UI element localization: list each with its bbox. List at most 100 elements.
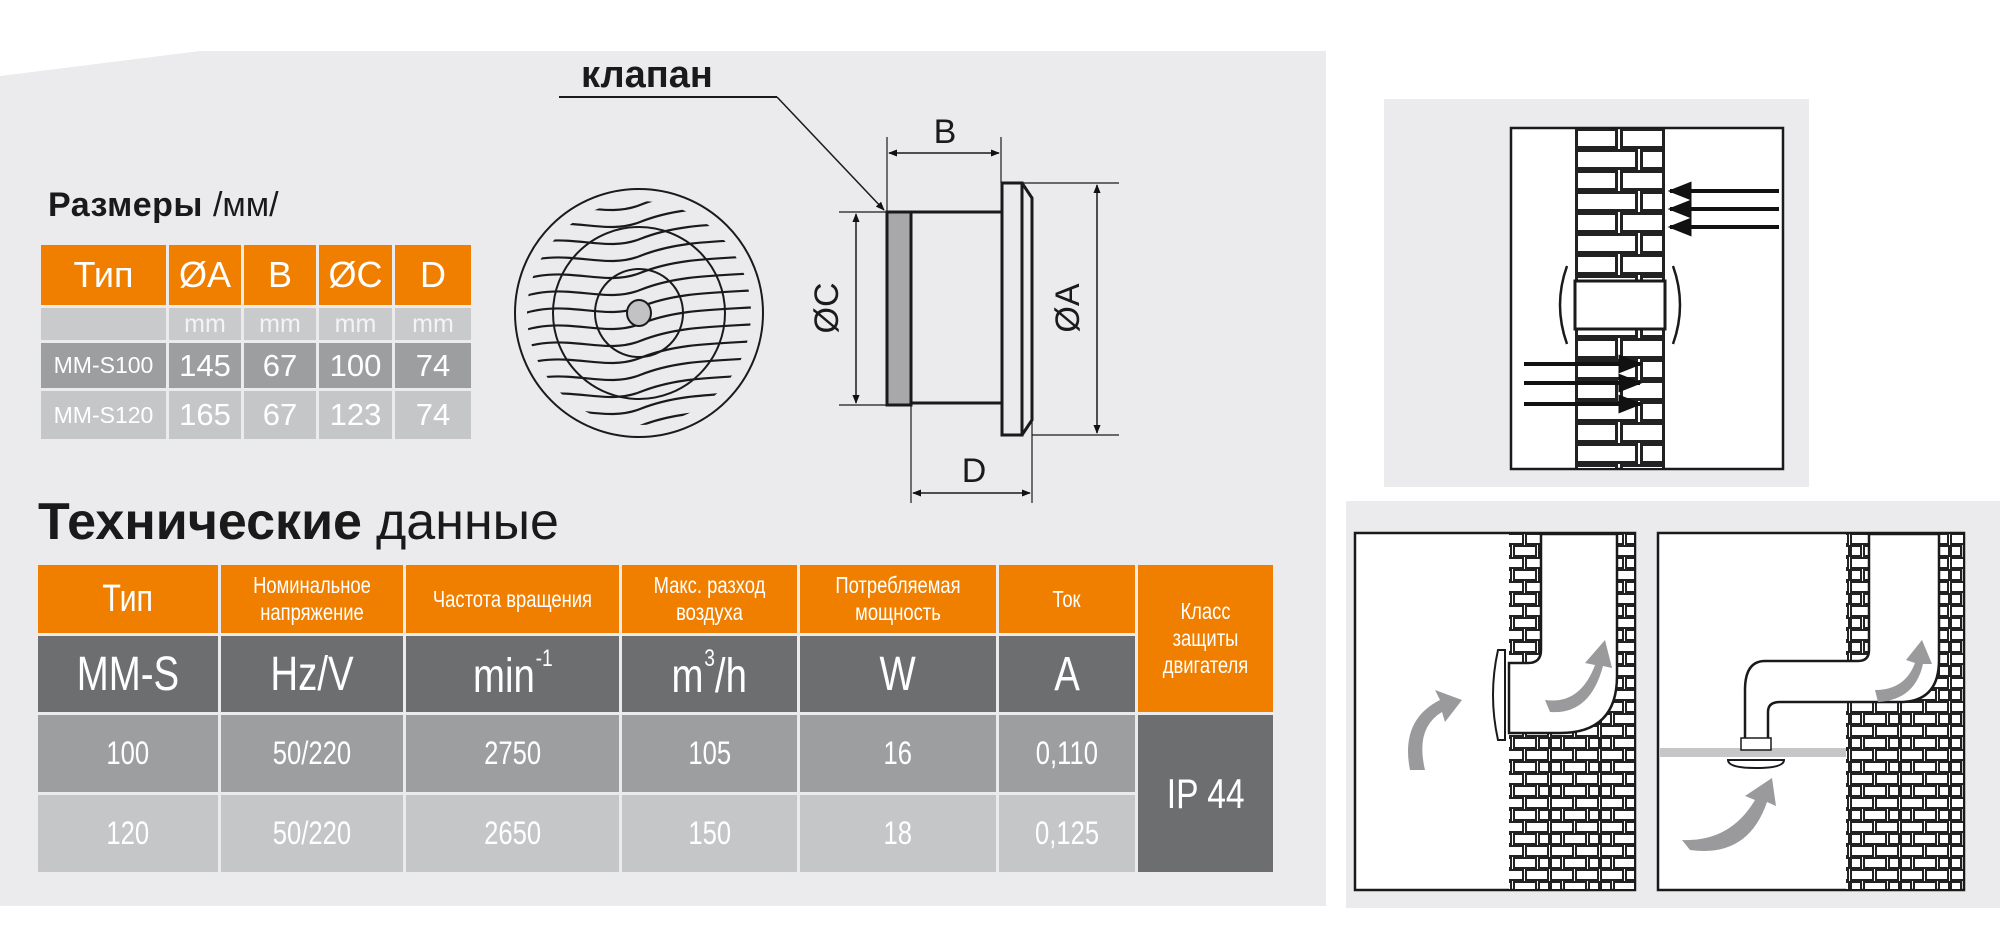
tech-row-1-current: 0,110 bbox=[999, 715, 1135, 792]
tech-row-2-airflow: 150 bbox=[622, 795, 797, 872]
tech-header-type: Тип bbox=[38, 565, 218, 633]
cell-text: 0,110 bbox=[1035, 735, 1099, 771]
unit-per-hour: /h bbox=[715, 649, 748, 703]
tech-unit-speed-text: min-1 bbox=[473, 645, 553, 704]
tech-unit-voltage-text: Hz/V bbox=[270, 647, 354, 701]
dimension-b-label: B bbox=[934, 113, 957, 151]
sizes-unit-cell bbox=[41, 308, 166, 340]
grille-line bbox=[527, 270, 751, 305]
dimension-d-label: D bbox=[962, 452, 987, 490]
sizes-table: Тип ØA B ØC D mm mm mm mm MM-S100 145 67… bbox=[41, 245, 471, 439]
grille-line bbox=[527, 253, 751, 288]
sizes-title: Размеры/мм/ bbox=[48, 186, 279, 225]
sizes-row-2-d: 74 bbox=[395, 391, 471, 439]
sizes-unit-cell: mm bbox=[319, 308, 392, 340]
sizes-header-type: Тип bbox=[41, 245, 166, 305]
sizes-row-1-a: 145 bbox=[169, 343, 241, 388]
tech-title: Технические данные bbox=[38, 492, 559, 552]
tech-unit-type: MM-S bbox=[38, 636, 218, 712]
unit-m: m bbox=[671, 649, 704, 703]
tech-header-protection: Класс защиты двигателя bbox=[1138, 565, 1273, 712]
tech-header-type-text: Тип bbox=[102, 577, 154, 620]
cell-text: 150 bbox=[688, 815, 731, 851]
cell-text: 0,125 bbox=[1034, 815, 1100, 851]
tech-unit-airflow: m3/h bbox=[622, 636, 797, 712]
grille-line bbox=[527, 406, 751, 425]
tech-unit-current: A bbox=[999, 636, 1135, 712]
tech-table: Тип Номинальное напряжение Частота враще… bbox=[38, 565, 1273, 872]
unit-min-exponent: -1 bbox=[535, 644, 553, 672]
sizes-header-b: B bbox=[244, 245, 316, 305]
sizes-header-a: ØA bbox=[169, 245, 241, 305]
duct-installation-diagrams bbox=[1346, 501, 2000, 908]
tech-header-power: Потребляемая мощность bbox=[800, 565, 996, 633]
unit-min: min bbox=[472, 649, 535, 703]
sizes-header-d: D bbox=[395, 245, 471, 305]
wall-installation-diagram bbox=[1384, 99, 1809, 487]
tech-header-protection-text: Класс защиты двигателя bbox=[1162, 598, 1249, 678]
tech-unit-type-text: MM-S bbox=[76, 647, 180, 701]
protection-class-value: IP 44 bbox=[1138, 715, 1273, 872]
grille-line bbox=[527, 321, 751, 356]
tech-row-1-voltage: 50/220 bbox=[221, 715, 403, 792]
cell-text: 120 bbox=[106, 815, 150, 851]
sizes-row-1-c: 100 bbox=[319, 343, 392, 388]
sizes-row-2-b: 67 bbox=[244, 391, 316, 439]
tech-header-speed-text: Частота вращения bbox=[432, 585, 593, 612]
tech-header-speed: Частота вращения bbox=[406, 565, 619, 633]
tech-row-1-airflow: 105 bbox=[622, 715, 797, 792]
tech-row-2-voltage: 50/220 bbox=[221, 795, 403, 872]
cell-text: 105 bbox=[688, 735, 731, 771]
sizes-row-1-d: 74 bbox=[395, 343, 471, 388]
sizes-title-bold: Размеры bbox=[48, 186, 203, 224]
dimension-a-label: ØA bbox=[1049, 283, 1087, 332]
tech-unit-airflow-text: m3/h bbox=[672, 645, 748, 704]
tech-unit-power: W bbox=[800, 636, 996, 712]
protection-class-text: IP 44 bbox=[1166, 769, 1245, 817]
tech-row-2-speed: 2650 bbox=[406, 795, 619, 872]
sizes-row-2-a: 165 bbox=[169, 391, 241, 439]
tech-row-2-current: 0,125 bbox=[999, 795, 1135, 872]
tech-row-1-type: 100 bbox=[38, 715, 218, 792]
cell-text: 50/220 bbox=[272, 735, 352, 771]
sizes-unit-cell: mm bbox=[244, 308, 316, 340]
cell-text: 50/220 bbox=[272, 815, 352, 851]
cell-text: 100 bbox=[106, 735, 150, 771]
tech-row-2-type: 120 bbox=[38, 795, 218, 872]
sizes-row-2-model: MM-S120 bbox=[41, 391, 166, 439]
grille-line bbox=[527, 236, 751, 271]
sizes-header-c: ØC bbox=[319, 245, 392, 305]
tech-header-voltage-text: Номинальное напряжение bbox=[253, 572, 371, 625]
tech-title-bold: Технические bbox=[38, 493, 362, 551]
sizes-title-unit: /мм/ bbox=[212, 186, 279, 224]
tech-header-current: Ток bbox=[999, 565, 1135, 633]
grille-line bbox=[527, 219, 751, 254]
sizes-row-1-model: MM-S100 bbox=[41, 343, 166, 388]
tech-unit-current-text: A bbox=[1054, 647, 1080, 701]
grille-line bbox=[527, 355, 751, 390]
cell-text: 18 bbox=[883, 815, 913, 851]
tech-unit-voltage: Hz/V bbox=[221, 636, 403, 712]
tech-header-power-text: Потребляемая мощность bbox=[835, 572, 961, 625]
cell-text: 16 bbox=[883, 735, 913, 771]
tech-header-current-text: Ток bbox=[1052, 585, 1082, 612]
cell-text: 2650 bbox=[484, 815, 541, 851]
fan-side-view bbox=[559, 96, 1119, 503]
sizes-row-2-c: 123 bbox=[319, 391, 392, 439]
tech-row-1-speed: 2750 bbox=[406, 715, 619, 792]
dimension-c-label: ØC bbox=[808, 283, 846, 334]
grille-line bbox=[527, 338, 751, 373]
grille-line bbox=[527, 201, 751, 220]
cell-text: 2750 bbox=[484, 735, 541, 771]
tech-unit-speed: min-1 bbox=[406, 636, 619, 712]
sizes-unit-cell: mm bbox=[169, 308, 241, 340]
tech-header-voltage: Номинальное напряжение bbox=[221, 565, 403, 633]
fan-front-view bbox=[514, 188, 764, 438]
sizes-row-1-b: 67 bbox=[244, 343, 316, 388]
tech-row-2-power: 18 bbox=[800, 795, 996, 872]
tech-row-1-power: 16 bbox=[800, 715, 996, 792]
sizes-unit-cell: mm bbox=[395, 308, 471, 340]
valve-label: клапан bbox=[581, 54, 713, 96]
tech-header-airflow-text: Макс. разход воздуха bbox=[653, 572, 766, 625]
